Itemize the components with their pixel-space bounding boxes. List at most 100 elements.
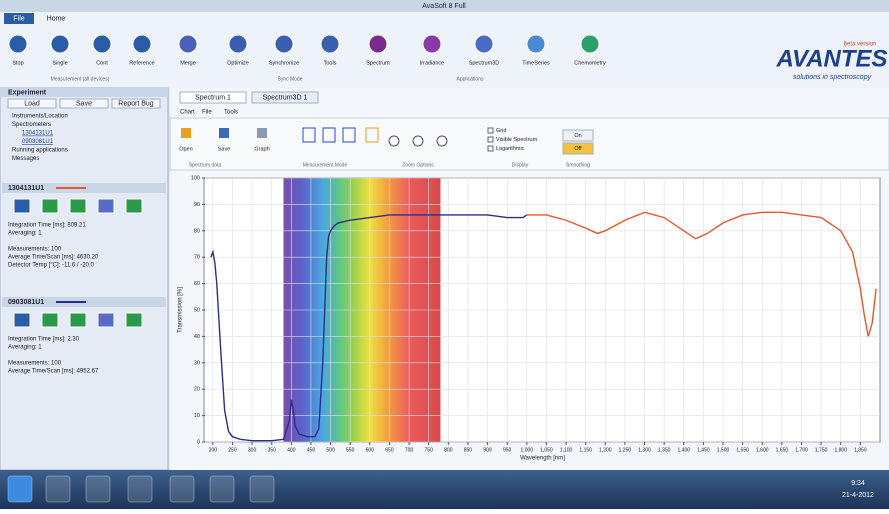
- device-button[interactable]: [125, 198, 143, 214]
- toolbar-label[interactable]: Cont: [96, 60, 108, 66]
- ribbon-button[interactable]: Save: [218, 146, 231, 152]
- toolbar-label[interactable]: TimeSeries: [522, 60, 550, 66]
- toolbar-label[interactable]: Spectrum3D: [469, 60, 500, 66]
- device-button[interactable]: [13, 198, 31, 214]
- toggle-label[interactable]: On: [574, 133, 581, 139]
- tree-item[interactable]: Running applications: [12, 148, 68, 154]
- sidebar-button[interactable]: [7, 98, 57, 109]
- style-icon[interactable]: [302, 127, 316, 143]
- doc-tab-label[interactable]: Spectrum 1: [195, 94, 231, 101]
- toolbar-label[interactable]: Stop: [12, 60, 23, 66]
- device-button[interactable]: [69, 312, 87, 328]
- checkbox[interactable]: [487, 145, 494, 152]
- tree-item[interactable]: 0903081U1: [22, 139, 54, 145]
- ribbon-icon[interactable]: [181, 128, 191, 138]
- style-icon[interactable]: [365, 127, 379, 143]
- menu-item[interactable]: Home: [47, 15, 66, 22]
- toolbar-icon[interactable]: [526, 34, 546, 54]
- x-tick-label: 1,700: [795, 447, 808, 453]
- toolbar-label[interactable]: Merge: [180, 60, 196, 66]
- menu-item[interactable]: File: [13, 15, 24, 22]
- ribbon-tab[interactable]: Tools: [224, 110, 238, 116]
- doc-tab[interactable]: [251, 91, 319, 104]
- toolbar-label[interactable]: Optimize: [227, 60, 249, 66]
- toolbar-icon[interactable]: [178, 34, 198, 54]
- toolbar-icon[interactable]: [474, 34, 494, 54]
- toggle-label[interactable]: Off: [574, 146, 582, 152]
- check-label[interactable]: Visible Spectrum: [496, 137, 538, 143]
- checkbox[interactable]: [487, 136, 494, 143]
- check-label[interactable]: Logarithmic: [496, 146, 525, 152]
- toolbar-label[interactable]: Irradiance: [420, 60, 444, 66]
- y-tick-label: 0: [197, 439, 200, 445]
- menu-file[interactable]: [4, 13, 34, 24]
- ribbon-icon[interactable]: [219, 128, 229, 138]
- taskbar-icon[interactable]: [45, 475, 71, 503]
- x-tick-label: 800: [444, 447, 453, 453]
- taskbar-icon[interactable]: [209, 475, 235, 503]
- sidebar-button-label[interactable]: Report Bug: [118, 100, 154, 107]
- device-button[interactable]: [125, 312, 143, 328]
- taskbar-icon[interactable]: [7, 475, 33, 503]
- sidebar-button[interactable]: [111, 98, 161, 109]
- sidebar-button-label[interactable]: Save: [76, 100, 92, 107]
- zoom-icon[interactable]: [436, 135, 448, 147]
- x-tick-label: 1,550: [736, 447, 749, 453]
- check-label[interactable]: Grid: [496, 128, 506, 134]
- y-tick-label: 40: [194, 334, 200, 340]
- device-button[interactable]: [97, 198, 115, 214]
- style-icon[interactable]: [322, 127, 336, 143]
- zoom-icon[interactable]: [412, 135, 424, 147]
- x-tick-label: 1,100: [560, 447, 573, 453]
- toolbar-label[interactable]: Reference: [129, 60, 154, 66]
- style-icon[interactable]: [342, 127, 356, 143]
- y-tick-label: 50: [194, 307, 200, 313]
- toggle[interactable]: [562, 129, 594, 142]
- device-button[interactable]: [41, 198, 59, 214]
- ribbon-tab[interactable]: Chart: [180, 110, 195, 116]
- toolbar-icon[interactable]: [274, 34, 294, 54]
- toggle[interactable]: [562, 142, 594, 155]
- zoom-icon[interactable]: [388, 135, 400, 147]
- checkbox[interactable]: [487, 127, 494, 134]
- toolbar-icon[interactable]: [320, 34, 340, 54]
- x-tick-label: 1,400: [678, 447, 691, 453]
- toolbar-icon[interactable]: [132, 34, 152, 54]
- sidebar-button[interactable]: [59, 98, 109, 109]
- toolbar-label[interactable]: Chemometry: [574, 60, 606, 66]
- toolbar-label[interactable]: Tools: [324, 60, 337, 66]
- x-tick-label: 350: [268, 447, 277, 453]
- ribbon-icon[interactable]: [257, 128, 267, 138]
- toolbar-icon[interactable]: [580, 34, 600, 54]
- ribbon-tab[interactable]: File: [202, 110, 212, 116]
- toolbar-label[interactable]: Synchronize: [269, 60, 299, 66]
- toolbar-label[interactable]: Spectrum: [366, 60, 390, 66]
- toolbar-icon[interactable]: [228, 34, 248, 54]
- tree-item[interactable]: Spectrometers: [12, 122, 51, 128]
- taskbar-icon[interactable]: [85, 475, 111, 503]
- toolbar-icon[interactable]: [92, 34, 112, 54]
- toolbar-label[interactable]: Single: [52, 60, 67, 66]
- tree-item[interactable]: Instruments/Location: [12, 114, 68, 120]
- toolbar-icon[interactable]: [8, 34, 28, 54]
- device-button[interactable]: [41, 312, 59, 328]
- toolbar-group: Sync Mode: [277, 76, 302, 82]
- doc-tab[interactable]: [179, 91, 247, 104]
- taskbar-icon[interactable]: [127, 475, 153, 503]
- toolbar-icon[interactable]: [422, 34, 442, 54]
- tree-item[interactable]: 1304131U1: [22, 131, 54, 137]
- device-color: [56, 301, 86, 303]
- ribbon-button[interactable]: Graph: [254, 146, 269, 152]
- device-button[interactable]: [69, 198, 87, 214]
- tree-item[interactable]: Messages: [12, 156, 39, 162]
- ribbon-button[interactable]: Open: [179, 146, 192, 152]
- toolbar-icon[interactable]: [368, 34, 388, 54]
- doc-tab-label[interactable]: Spectrum3D 1: [263, 94, 308, 101]
- taskbar-icon[interactable]: [169, 475, 195, 503]
- x-tick-label: 400: [287, 447, 296, 453]
- taskbar-icon[interactable]: [249, 475, 275, 503]
- sidebar-button-label[interactable]: Load: [24, 100, 40, 107]
- device-button[interactable]: [97, 312, 115, 328]
- device-button[interactable]: [13, 312, 31, 328]
- toolbar-icon[interactable]: [50, 34, 70, 54]
